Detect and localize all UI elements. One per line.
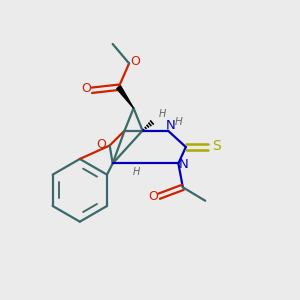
Text: O: O bbox=[81, 82, 91, 95]
Text: S: S bbox=[212, 139, 221, 153]
Text: O: O bbox=[148, 190, 158, 203]
Polygon shape bbox=[117, 86, 134, 108]
Text: H: H bbox=[133, 167, 140, 177]
Text: H: H bbox=[158, 109, 166, 119]
Text: H: H bbox=[175, 117, 182, 127]
Text: N: N bbox=[178, 158, 188, 171]
Text: O: O bbox=[131, 55, 141, 68]
Text: O: O bbox=[96, 138, 106, 151]
Text: N: N bbox=[165, 119, 175, 132]
